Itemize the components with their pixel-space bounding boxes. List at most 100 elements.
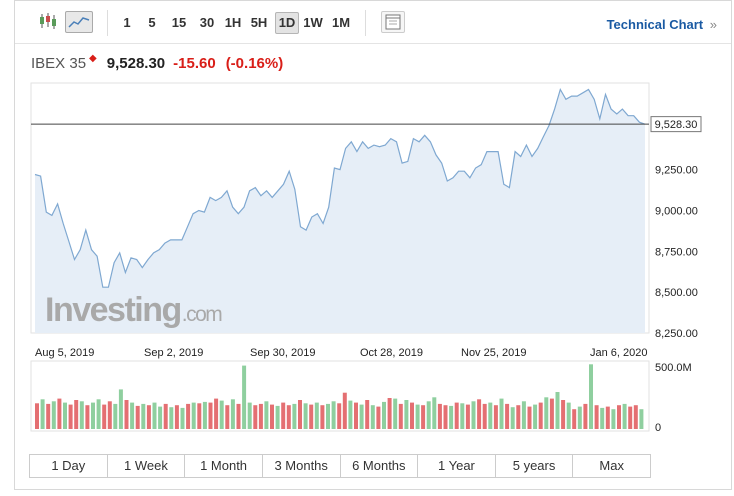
toolbar-separator xyxy=(365,10,366,36)
volume-bar xyxy=(51,401,56,429)
interval-1[interactable]: 1 xyxy=(123,15,131,30)
volume-bar xyxy=(617,405,621,429)
volume-bar xyxy=(639,409,644,429)
interval-1w[interactable]: 1W xyxy=(303,15,323,30)
volume-bar xyxy=(124,400,129,429)
volume-bar xyxy=(202,401,207,429)
volume-bar xyxy=(583,403,588,429)
price-line xyxy=(34,87,646,288)
volume-bar xyxy=(611,409,616,429)
volume-bar xyxy=(107,401,112,429)
technical-chart-link[interactable]: Technical Chart » xyxy=(607,17,717,32)
volume-bar xyxy=(247,402,252,429)
volume-bar xyxy=(118,389,123,429)
volume-bar xyxy=(572,409,577,429)
volume-bar xyxy=(286,405,291,429)
volume-bar xyxy=(230,399,235,429)
chart-toolbar: 1 5 15 30 1H 5H 1D 1W 1M Technical Chart… xyxy=(15,1,731,44)
volume-bar xyxy=(622,403,627,429)
chart-widget: 1 5 15 30 1H 5H 1D 1W 1M Technical Chart… xyxy=(14,0,732,490)
volume-bar xyxy=(398,403,403,429)
volume-bar xyxy=(331,401,336,429)
x-tick-label: Oct 28, 2019 xyxy=(360,347,423,359)
volume-bar xyxy=(191,402,196,429)
volume-bar xyxy=(79,401,84,429)
volume-bar xyxy=(443,405,448,429)
volume-bar xyxy=(359,404,364,429)
volume-bar xyxy=(505,403,510,429)
period-1-day[interactable]: 1 Day xyxy=(30,455,108,477)
volume-bar xyxy=(382,401,386,429)
volume-bar xyxy=(214,398,219,429)
period-1-month[interactable]: 1 Month xyxy=(185,455,263,477)
volume-bar xyxy=(236,403,241,429)
instrument-name: IBEX 35 xyxy=(31,55,87,72)
period-3-months[interactable]: 3 Months xyxy=(263,455,341,477)
interval-1h[interactable]: 1H xyxy=(224,15,242,30)
volume-bar xyxy=(387,398,392,429)
volume-bar xyxy=(281,402,286,429)
volume-bar xyxy=(337,403,342,429)
volume-bar xyxy=(91,402,95,429)
volume-bar xyxy=(460,403,465,429)
volume-bar xyxy=(270,404,274,429)
volume-bar xyxy=(393,398,398,429)
volume-bar xyxy=(510,407,515,429)
volume-bar xyxy=(566,402,571,429)
watermark-brand: Investing xyxy=(45,291,181,329)
volume-bar xyxy=(404,400,409,429)
period-selector: 1 Day 1 Week 1 Month 3 Months 6 Months 1… xyxy=(29,454,651,478)
volume-bar xyxy=(628,406,633,429)
document-icon xyxy=(385,14,401,30)
volume-bar xyxy=(449,405,454,429)
volume-bar xyxy=(146,405,151,429)
period-max[interactable]: Max xyxy=(599,458,624,473)
volume-bar xyxy=(242,365,247,429)
interval-5h[interactable]: 5H xyxy=(250,15,268,30)
period-1-week[interactable]: 1 Week xyxy=(108,455,186,477)
last-price-marker: 9,528.30 xyxy=(650,116,702,133)
volume-bar xyxy=(342,392,347,429)
price-chart[interactable]: 9,528.30 Investing.com 9,250.00 9,000.00 8… xyxy=(15,71,731,471)
interval-5[interactable]: 5 xyxy=(148,15,156,30)
volume-bar xyxy=(589,364,593,429)
volume-axis-zero: 0 xyxy=(655,422,661,434)
volume-bar xyxy=(180,407,185,429)
area-chart-button[interactable] xyxy=(65,11,93,33)
x-tick-label: Sep 30, 2019 xyxy=(250,347,315,359)
period-5-years[interactable]: 5 years xyxy=(496,455,574,477)
volume-bar xyxy=(113,403,118,429)
volume-bar xyxy=(432,397,437,429)
volume-bar xyxy=(499,398,504,429)
candlestick-chart-button[interactable] xyxy=(37,11,63,33)
volume-bar xyxy=(633,405,638,429)
x-tick-label: Jan 6, 2020 xyxy=(590,347,648,359)
volume-bar xyxy=(63,402,67,429)
candlestick-icon xyxy=(40,13,56,29)
volume-bar xyxy=(219,400,224,429)
volume-bar xyxy=(96,399,101,429)
interval-1d[interactable]: 1D xyxy=(275,12,299,34)
indicators-button[interactable] xyxy=(381,11,405,33)
volume-bar xyxy=(577,406,582,429)
volume-bar xyxy=(410,402,414,429)
interval-15[interactable]: 15 xyxy=(171,15,187,30)
volume-bar xyxy=(348,400,353,429)
toolbar-separator xyxy=(107,10,108,36)
volume-bar xyxy=(544,397,549,429)
volume-bar xyxy=(561,400,566,429)
volume-bar xyxy=(130,402,135,429)
interval-30[interactable]: 30 xyxy=(199,15,215,30)
volume-bar xyxy=(493,405,498,429)
down-arrow-icon: ◆ xyxy=(89,53,97,64)
volume-bar xyxy=(46,403,51,429)
volume-bar xyxy=(465,404,470,429)
period-1-year[interactable]: 1 Year xyxy=(418,455,496,477)
y-tick-label: 8,750.00 xyxy=(655,246,698,258)
volume-bar xyxy=(298,400,302,429)
volume-bar xyxy=(174,405,179,429)
volume-bar xyxy=(258,403,263,429)
volume-bar xyxy=(225,405,230,429)
interval-1m[interactable]: 1M xyxy=(331,15,351,30)
period-6-months[interactable]: 6 Months xyxy=(341,455,419,477)
